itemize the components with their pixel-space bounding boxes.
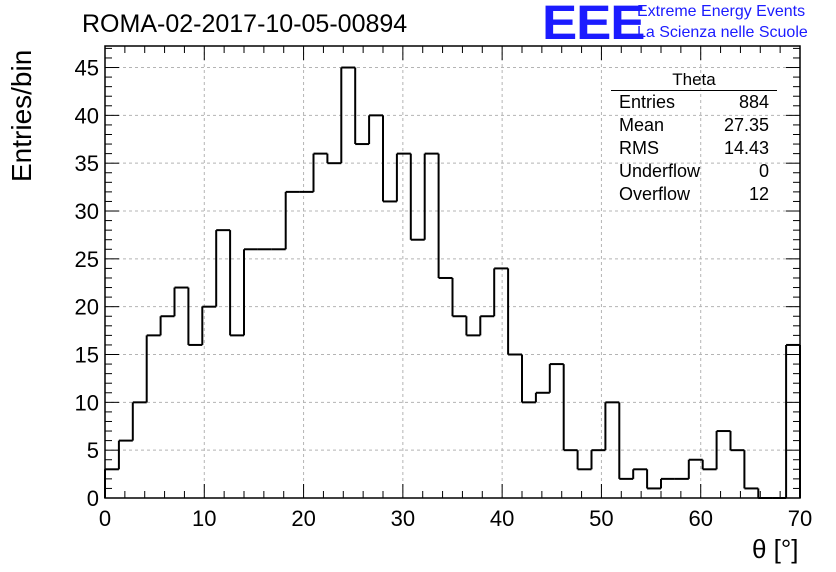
y-tick-label: 35	[75, 151, 99, 176]
stats-value: 27.35	[723, 115, 769, 135]
stats-title: Theta	[672, 70, 716, 89]
y-tick-label: 40	[75, 103, 99, 128]
x-axis-label: θ [°]	[752, 534, 799, 564]
x-tick-label: 60	[688, 506, 712, 531]
x-tick-label: 40	[490, 506, 514, 531]
x-tick-label: 70	[788, 506, 812, 531]
logo-caption-line1: Extreme Energy Events	[637, 3, 806, 20]
eee-logo: EEE	[542, 0, 645, 50]
stats-row-entries: Entries 884	[619, 92, 769, 114]
y-tick-label: 45	[75, 56, 99, 81]
stats-divider	[611, 90, 777, 91]
stats-row-overflow: Overflow 12	[619, 184, 769, 206]
y-tick-label: 30	[75, 199, 99, 224]
logo-caption-line2: La Scienza nelle Scuole	[637, 24, 808, 41]
x-tick-label: 20	[291, 506, 315, 531]
stats-label: Entries	[619, 92, 676, 112]
chart-title: ROMA-02-2017-10-05-00894	[82, 10, 408, 38]
stats-value: 884	[738, 92, 769, 112]
y-tick-label: 10	[75, 390, 99, 415]
stats-row-rms: RMS 14.43	[619, 138, 769, 160]
y-axis-label: Entries/bin	[6, 49, 37, 182]
stats-label: Mean	[619, 115, 665, 135]
x-tick-label: 0	[99, 506, 111, 531]
stats-row-mean: Mean 27.35	[619, 115, 769, 137]
stats-value: 14.43	[723, 138, 769, 158]
y-tick-label: 0	[87, 486, 99, 511]
y-tick-label: 15	[75, 343, 99, 368]
y-tick-label: 5	[87, 438, 99, 463]
y-tick-label: 20	[75, 295, 99, 320]
stats-row-underflow: Underflow 0	[619, 161, 769, 183]
stats-value: 0	[758, 161, 769, 181]
stats-label: RMS	[619, 138, 659, 158]
y-tick-label: 25	[75, 247, 99, 272]
plot-frame	[104, 45, 801, 499]
stats-label: Underflow	[619, 161, 701, 181]
x-tick-label: 50	[589, 506, 613, 531]
stats-value: 12	[748, 184, 769, 204]
stats-label: Overflow	[619, 184, 691, 204]
x-tick-label: 30	[391, 506, 415, 531]
x-tick-label: 10	[192, 506, 216, 531]
